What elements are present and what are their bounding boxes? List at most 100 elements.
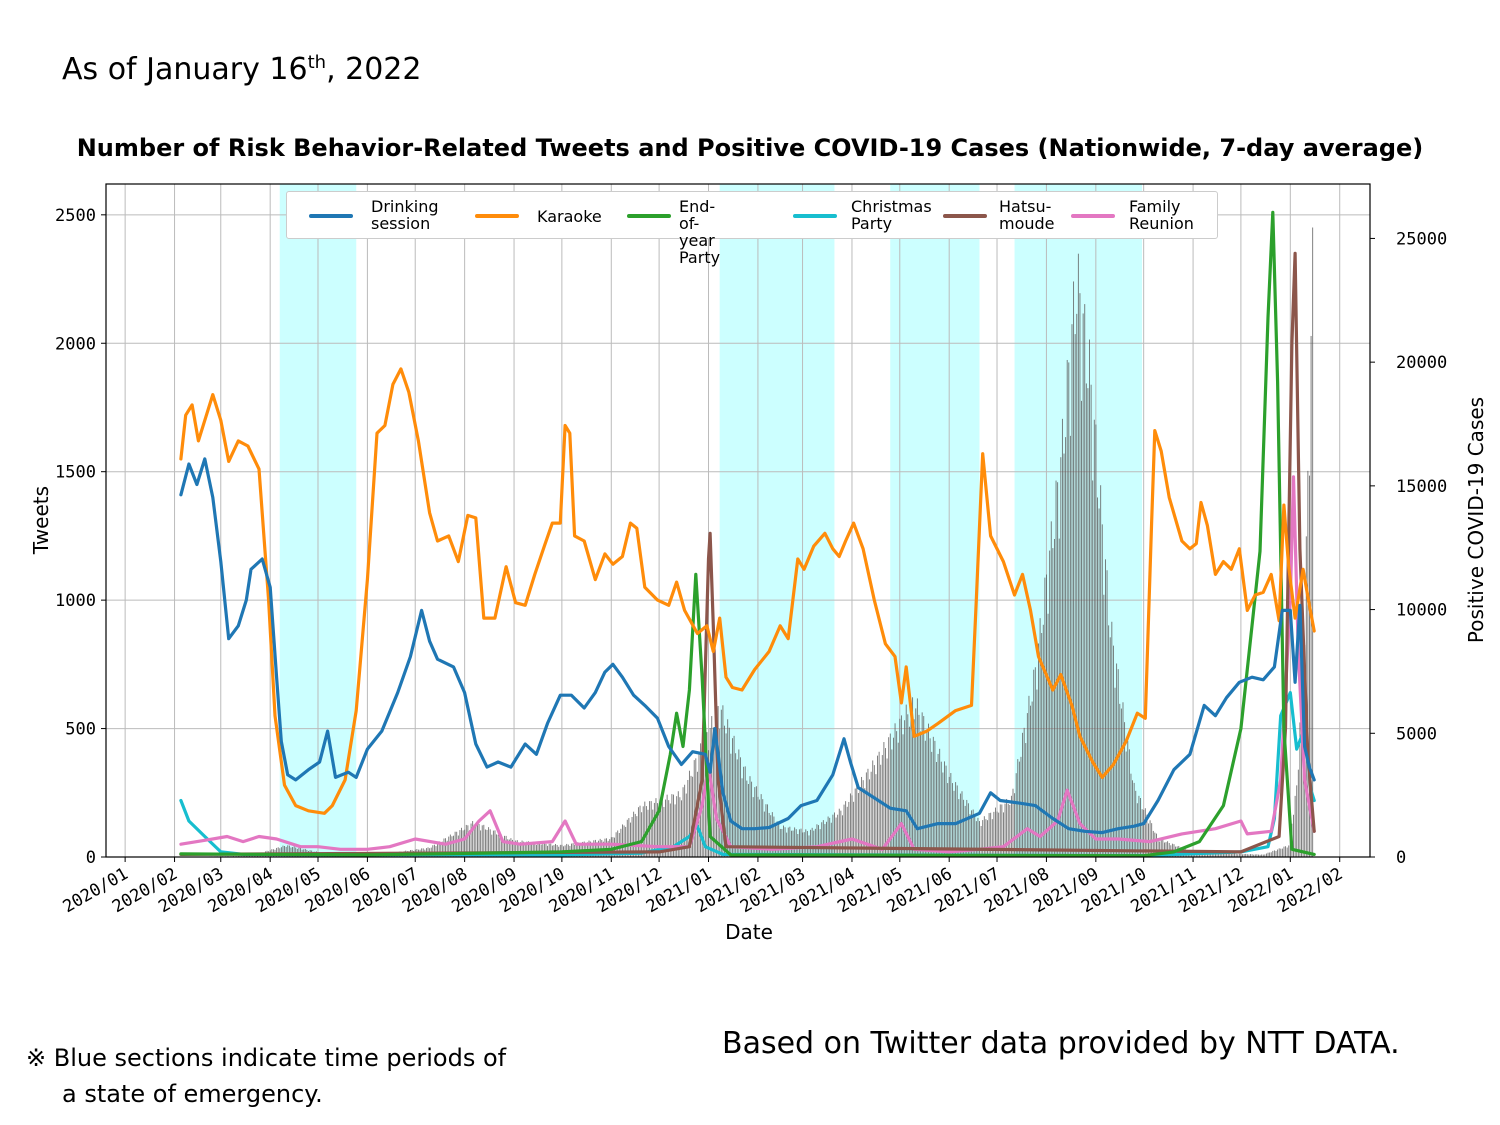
cases-bar — [904, 720, 906, 857]
y2-axis-label: Positive COVID-19 Cases — [1464, 397, 1488, 643]
cases-bar — [1210, 853, 1212, 857]
cases-bar — [840, 810, 842, 857]
cases-bar — [1026, 713, 1028, 857]
cases-bar — [639, 805, 641, 857]
cases-bar — [515, 840, 517, 857]
cases-bar — [732, 738, 733, 857]
cases-bar — [792, 830, 794, 857]
cases-bar — [457, 835, 459, 857]
cases-bar — [889, 733, 891, 857]
cases-bar — [1213, 853, 1215, 857]
cases-bar — [893, 737, 894, 857]
cases-bar — [1100, 485, 1102, 857]
cases-bar — [1301, 679, 1302, 857]
cases-bar — [467, 825, 469, 857]
cases-bar — [277, 847, 279, 857]
cases-bar — [1278, 848, 1280, 857]
cases-bar — [818, 825, 819, 857]
cases-bar — [846, 806, 848, 857]
cases-bar — [837, 814, 839, 857]
cases-bar — [676, 796, 678, 857]
cases-bar — [864, 788, 866, 857]
cases-bar — [1248, 854, 1250, 857]
cases-bar — [1144, 808, 1146, 857]
cases-bar — [510, 838, 512, 857]
cases-bar — [1093, 419, 1095, 857]
cases-bar — [1293, 814, 1294, 857]
cases-bar — [1002, 812, 1004, 857]
cases-bar — [626, 819, 628, 857]
cases-bar — [492, 830, 494, 857]
cases-bar — [642, 806, 644, 857]
cases-bar — [1103, 594, 1105, 857]
cases-bar — [681, 800, 682, 857]
legend-label: Karaoke — [537, 207, 602, 226]
cases-bar — [1262, 854, 1264, 857]
cases-bar — [685, 793, 687, 857]
cases-bar — [849, 793, 851, 857]
cases-bar — [661, 797, 663, 857]
cases-bar — [806, 831, 808, 857]
cases-bar — [1264, 854, 1266, 857]
cases-bar — [532, 841, 534, 857]
legend-label: Drinking session — [371, 197, 439, 233]
cases-bar — [440, 842, 442, 857]
cases-bar — [633, 811, 635, 857]
cases-bar — [293, 846, 295, 857]
cases-bar — [1006, 798, 1008, 857]
cases-bar — [803, 832, 805, 857]
cases-bar — [470, 823, 472, 857]
cases-bar — [1229, 853, 1231, 857]
cases-bar — [480, 830, 482, 857]
cases-bar — [1258, 854, 1259, 857]
cases-bar — [1245, 853, 1247, 857]
cases-bar — [902, 734, 904, 857]
cases-bar — [1105, 559, 1106, 857]
cases-bar — [446, 840, 448, 857]
cases-bar — [773, 816, 775, 857]
cases-bar — [1119, 703, 1121, 857]
cases-bar — [993, 811, 995, 857]
cases-bar — [1085, 383, 1087, 857]
cases-bar — [990, 812, 992, 857]
cases-bar — [1014, 793, 1016, 857]
cases-bar — [1135, 790, 1137, 857]
cases-bar — [963, 799, 965, 857]
cases-bar — [1234, 853, 1236, 857]
cases-bar — [870, 771, 872, 857]
cases-bar — [1143, 809, 1145, 857]
cases-bar — [1160, 839, 1162, 857]
cases-bar — [668, 800, 670, 857]
cases-bar — [1018, 761, 1020, 857]
cases-bar — [488, 827, 490, 857]
cases-bar — [1101, 524, 1103, 857]
cases-bar — [865, 772, 867, 857]
cases-bar — [1081, 400, 1082, 857]
cases-bar — [548, 843, 550, 857]
cases-bar — [287, 845, 289, 857]
hatsumoude-line — [179, 251, 1316, 856]
cases-bar — [790, 830, 792, 857]
cases-bar — [1270, 852, 1272, 857]
cases-bar — [1128, 749, 1130, 857]
cases-bar — [967, 803, 969, 857]
emergency-band — [719, 184, 835, 857]
cases-bar — [1226, 853, 1228, 857]
cases-bar — [928, 723, 929, 857]
cases-bar — [1310, 335, 1312, 858]
cases-bar — [499, 832, 501, 857]
cases-bar — [698, 754, 700, 857]
cases-bar — [505, 835, 507, 857]
cases-bar — [1023, 727, 1025, 857]
cases-bar — [483, 824, 485, 857]
y2-axis-ticks: 0 5000 10000 15000 20000 25000 — [1370, 229, 1447, 868]
y-tick-label: 0 — [86, 848, 96, 868]
cases-bar — [625, 826, 627, 857]
cases-bar — [945, 765, 947, 857]
cases-bar — [1060, 457, 1062, 857]
cases-bar — [623, 825, 625, 857]
cases-bar — [894, 723, 896, 857]
cases-bar — [724, 725, 725, 857]
cases-bar — [1218, 853, 1220, 857]
cases-bar — [1285, 846, 1287, 857]
